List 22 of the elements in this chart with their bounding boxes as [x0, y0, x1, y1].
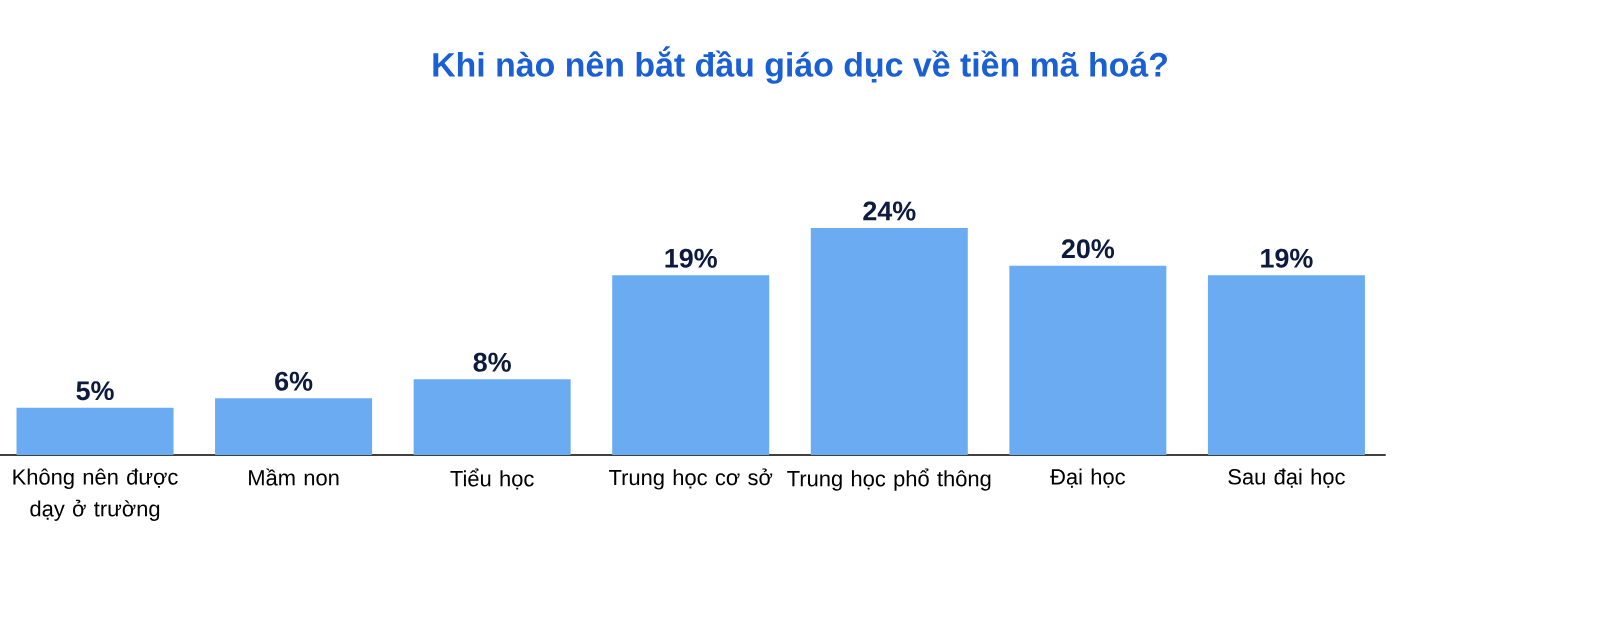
x-tick-label: Trung học phổ thông [787, 468, 991, 491]
x-tick-label: Không nên được dạy ở trường [13, 468, 178, 521]
data-label: 20% [1061, 239, 1115, 259]
bar [413, 379, 571, 455]
bar [16, 407, 174, 455]
data-label: 6% [275, 371, 313, 391]
data-label: 19% [1261, 248, 1313, 268]
x-tick-label: Mầm non [249, 468, 339, 486]
data-label: 8% [473, 352, 511, 372]
x-tick-label: Tiểu học [450, 468, 534, 490]
data-label: 19% [665, 248, 717, 268]
data-label: 5% [76, 381, 114, 401]
bar [1207, 275, 1365, 455]
bar [1009, 265, 1167, 455]
chart-title: Khi nào nên bắt đầu giáo dục về tiền mã hoá? [433, 46, 1167, 84]
bar [810, 227, 968, 455]
x-tick-label: Trung học cơ sở [609, 468, 773, 490]
bar [215, 398, 373, 455]
data-label: 24% [863, 201, 916, 221]
x-tick-label: Sau đại học [1228, 468, 1345, 488]
bar [612, 275, 770, 455]
x-tick-label: Đại học [1050, 468, 1126, 488]
